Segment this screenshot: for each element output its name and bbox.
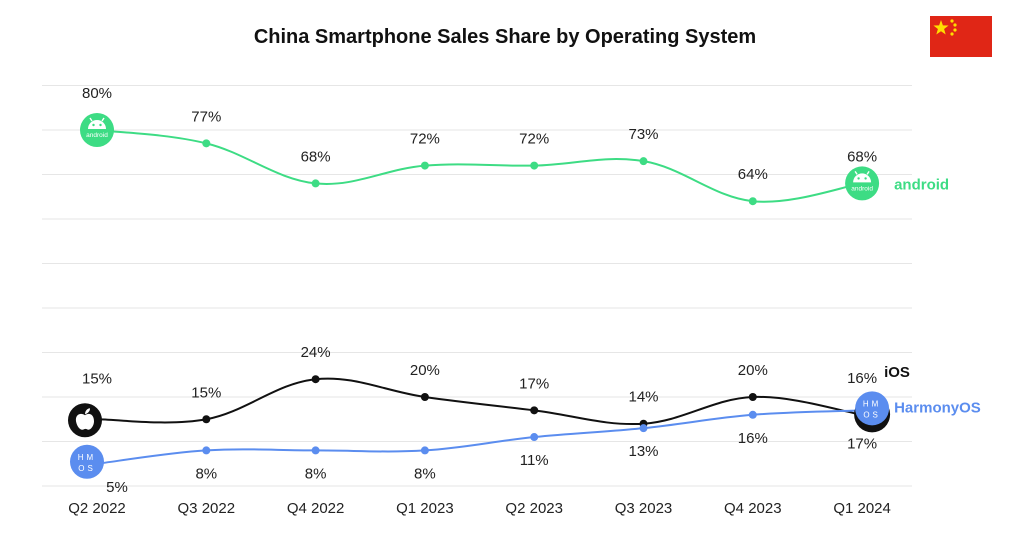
harmonyos-data-label: 8% [305, 465, 327, 482]
x-tick-label: Q2 2023 [505, 500, 563, 517]
svg-text:android: android [851, 185, 873, 192]
android-data-label: 77% [191, 108, 221, 125]
series-legend: android iOS HarmonyOS [884, 176, 981, 416]
harmonyos-point [530, 433, 539, 442]
android-point [639, 157, 648, 166]
ios-data-label: 17% [519, 375, 549, 392]
ios-point [530, 406, 539, 415]
x-tick-label: Q3 2023 [615, 500, 673, 517]
android-legend-label: android [894, 176, 949, 193]
series-lines [96, 129, 863, 465]
apple-icon [68, 403, 102, 438]
x-tick-label: Q4 2023 [724, 500, 782, 517]
harmonyos-data-label: 8% [195, 465, 217, 482]
svg-text:android: android [86, 132, 108, 139]
android-data-label: 80% [82, 85, 112, 102]
gridlines [42, 85, 912, 487]
android-point [530, 161, 539, 170]
x-tick-label: Q1 2024 [833, 500, 891, 517]
x-tick-label: Q2 2022 [68, 500, 126, 517]
harmonyos-point [420, 446, 429, 455]
x-tick-label: Q1 2023 [396, 500, 454, 517]
harmonyos-data-label: 13% [628, 443, 658, 460]
ios-data-label: 24% [301, 344, 331, 361]
ios-data-label: 16% [847, 370, 877, 387]
harmonyos-point [639, 424, 648, 433]
ios-point [420, 393, 429, 401]
android-point [748, 197, 757, 206]
android-data-label: 72% [519, 131, 549, 148]
svg-text:OS: OS [78, 464, 96, 473]
ios-data-label: 20% [738, 362, 768, 379]
android-data-label: 73% [628, 126, 658, 143]
android-icon: android [80, 113, 114, 147]
svg-text:OS: OS [863, 410, 881, 419]
ios-legend-label: iOS [884, 364, 910, 381]
ios-data-label: 14% [628, 389, 658, 406]
ios-point [202, 415, 211, 424]
ios-data-label: 15% [82, 370, 112, 387]
data-labels: 80% 77% 68% 72% 72% 73% 64% 68% 15% 15% 24% 20% 17% 1… [82, 85, 877, 496]
ios-line [96, 377, 863, 426]
china-flag-icon [930, 16, 992, 57]
harmonyos-point [748, 410, 757, 419]
svg-text:HM: HM [863, 399, 881, 408]
x-axis-ticks: Q2 2022 Q3 2022 Q4 2022 Q1 2023 Q2 2023 Q3 20… [68, 500, 891, 517]
android-data-label: 68% [847, 148, 877, 165]
harmonyos-data-label: 16% [738, 430, 768, 447]
ios-data-label: 20% [410, 362, 440, 379]
harmonyos-data-label: 17% [847, 435, 877, 452]
harmonyos-icon: HM OS [855, 391, 890, 426]
ios-data-label: 15% [191, 384, 221, 401]
harmonyos-data-label: 11% [520, 452, 549, 469]
android-data-label: 68% [301, 148, 331, 165]
android-icon: android [845, 166, 880, 201]
android-point [311, 179, 320, 188]
harmonyos-data-label: 5% [106, 479, 128, 496]
android-point [420, 161, 429, 170]
svg-text:HM: HM [78, 453, 96, 462]
harmonyos-point [202, 446, 211, 455]
ios-point [748, 393, 757, 401]
harmonyos-data-label: 8% [414, 465, 436, 482]
harmonyos-icon: HM OS [70, 444, 104, 479]
android-point [202, 139, 211, 148]
x-tick-label: Q4 2022 [287, 500, 345, 517]
ios-point [311, 375, 320, 384]
series-points: android android HM OS HM OS [68, 113, 891, 479]
harmonyos-legend-label: HarmonyOS [894, 399, 981, 416]
android-data-label: 64% [738, 166, 768, 183]
android-data-label: 72% [410, 131, 440, 148]
harmonyos-line [96, 409, 863, 465]
x-tick-label: Q3 2022 [178, 500, 236, 517]
chart-title: China Smartphone Sales Share by Operatin… [253, 26, 757, 48]
harmonyos-point [311, 446, 320, 455]
android-line [96, 129, 863, 203]
